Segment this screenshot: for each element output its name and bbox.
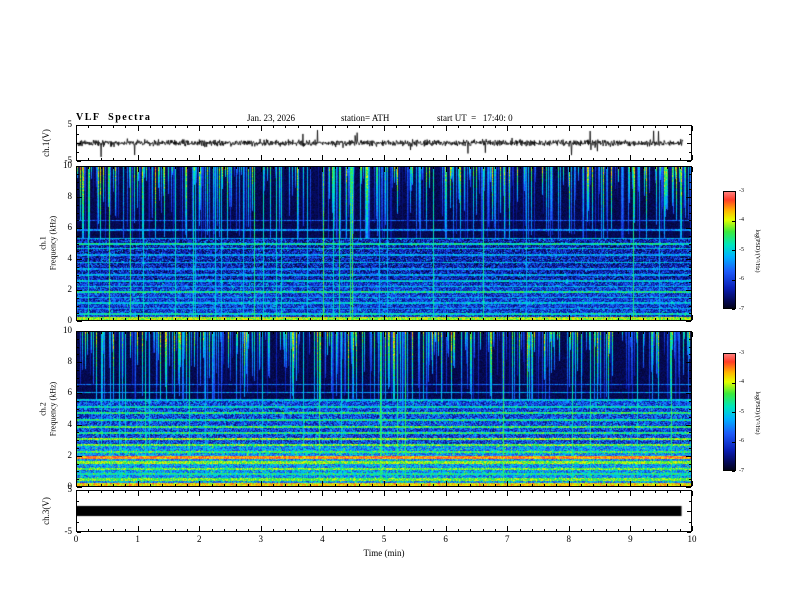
x-tick-label: 7 [504, 534, 510, 544]
colorbar-tick-label: -5 [739, 246, 744, 253]
ch3-voltage-axis-label: ch.3(V) [41, 497, 51, 525]
ch1-voltage-axis-label: ch.1(V) [41, 129, 51, 157]
colorbar-ch1 [723, 191, 736, 309]
time-axis-label: Time (min) [363, 548, 405, 558]
x-tick-label: 3 [258, 534, 264, 544]
header-date: Jan. 23, 2026 [247, 113, 295, 123]
frequency-units-label: Frequency (kHz) [48, 215, 57, 271]
x-tick-label: 1 [135, 534, 140, 544]
frequency-units-label: Frequency (kHz) [48, 381, 57, 437]
x-tick-label: 8 [566, 534, 572, 544]
colorbar-tick-label: -4 [739, 379, 744, 385]
x-tick-label: 4 [320, 534, 325, 544]
freq-tick-label: 2 [67, 284, 73, 294]
colorbar-units-label: log(PSD)/(V²/Hz) [754, 391, 760, 435]
voltage-tick-label: -5 [64, 155, 73, 165]
colorbar-tick-label: -3 [739, 187, 744, 194]
colorbar-tick-label: -4 [739, 217, 744, 223]
ch2-spectrogram [76, 331, 692, 487]
freq-tick-label: 8 [67, 191, 73, 201]
ch1-channel-label: ch.1 [38, 236, 48, 250]
voltage-tick-label: 5 [67, 484, 73, 494]
ch3-waveform-plot [76, 490, 692, 532]
freq-tick-label: 0 [67, 315, 73, 325]
freq-tick-label: 0 [67, 481, 73, 491]
freq-tick-label: 10 [63, 160, 72, 170]
colorbar-tick-label: -7 [739, 305, 744, 312]
ch2-channel-label: ch.2 [38, 402, 48, 416]
ch1-frequency-axis-label: ch.1 Frequency (kHz) [38, 216, 57, 270]
x-tick-label: 9 [628, 534, 633, 544]
ch2-frequency-axis-label: ch.2 Frequency (kHz) [38, 382, 57, 436]
colorbar-tick-label: -7 [739, 467, 744, 474]
colorbar-tick-label: -6 [739, 438, 744, 444]
colorbar-units-label: log(PSD)/(V²/Hz) [754, 229, 760, 273]
x-tick-label: 5 [381, 534, 387, 544]
voltage-tick-label: -5 [64, 526, 73, 536]
x-tick-label: 6 [443, 534, 448, 544]
x-tick-label: 10 [687, 534, 697, 544]
freq-tick-label: 10 [63, 325, 72, 335]
colorbar-ch2 [723, 353, 736, 471]
x-tick-label: 0 [73, 534, 79, 544]
figure-title: VLF Spectra [76, 112, 152, 123]
header-start-ut: start UT = 17:40: 0 [437, 113, 513, 123]
freq-tick-label: 4 [67, 418, 73, 429]
freq-tick-label: 4 [67, 253, 73, 263]
freq-tick-label: 2 [67, 449, 73, 460]
ch1-spectrogram [76, 166, 692, 321]
voltage-tick-label: 5 [67, 119, 73, 129]
header-station: station= ATH [341, 113, 390, 123]
ch1-waveform-plot [76, 125, 692, 161]
freq-tick-label: 6 [67, 387, 73, 398]
colorbar-tick-label: -3 [739, 349, 744, 356]
freq-tick-label: 6 [67, 222, 73, 232]
x-tick-label: 2 [196, 534, 202, 544]
colorbar-tick-label: -5 [739, 408, 744, 415]
freq-tick-label: 8 [67, 356, 73, 367]
colorbar-tick-label: -6 [739, 276, 744, 282]
